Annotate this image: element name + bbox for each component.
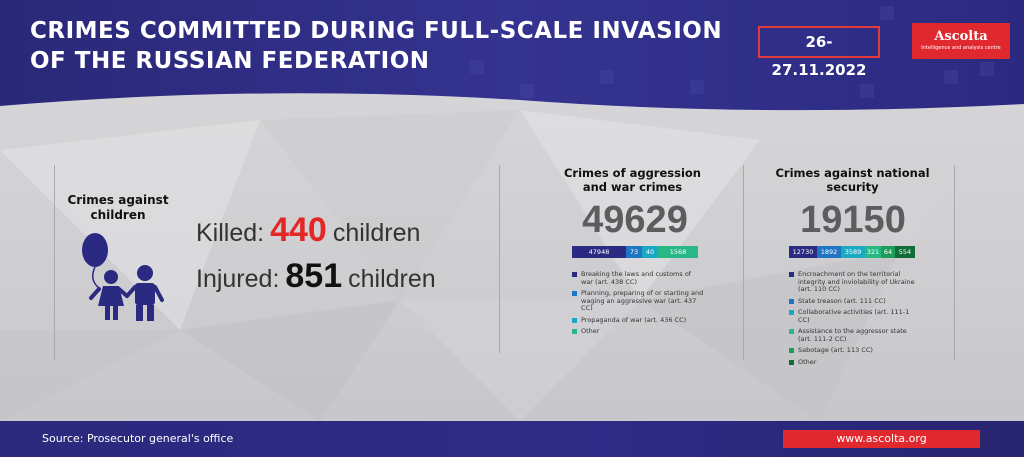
legend-item: Assistance to the aggressor state (art. … [789,327,917,343]
security-segment: 554 [895,246,915,258]
legend-swatch [789,329,794,334]
killed-unit: children [332,219,421,247]
legend-item: Breaking the laws and customs of war (ar… [572,270,704,286]
divider-middle [499,165,500,353]
divider-left [54,165,55,360]
website-link[interactable]: www.ascolta.org [783,430,980,448]
security-total: 19150 [800,199,906,241]
legend-swatch [572,329,577,334]
legend-label: Breaking the laws and customs of war (ar… [581,270,692,286]
aggression-total: 49629 [582,199,688,241]
legend-label: Collaborative activities (art. 111-1 CC) [798,308,910,324]
security-legend: Encroachment on the territorial integrit… [789,270,917,370]
injured-stat: Injured: 851 children [196,258,436,297]
legend-swatch [789,310,794,315]
legend-item: Other [789,357,917,367]
legend-swatch [789,298,794,304]
injured-label: Injured: [196,265,280,293]
legend-swatch [789,272,794,277]
legend-swatch [572,272,577,277]
killed-label: Killed: [196,219,265,247]
security-segment: 3589 [841,246,865,258]
legend-item: Sabotage (art. 113 CC) [789,346,917,355]
aggression-segment: 47948 [572,246,626,258]
security-heading: Crimes against national security [775,166,930,194]
legend-item: Collaborative activities (art. 111-1 CC) [789,308,917,324]
security-segment: 64 [881,246,895,258]
legend-label: Assistance to the aggressor state (art. … [798,327,907,343]
aggression-legend: Breaking the laws and customs of war (ar… [572,270,704,340]
legend-swatch [789,348,794,353]
legend-label: Planning, preparing of or starting and w… [581,289,704,312]
killed-stat: Killed: 440 children [196,212,420,251]
injured-value: 851 [285,257,343,295]
legend-swatch [789,359,794,365]
legend-item: Encroachment on the territorial integrit… [789,270,917,294]
security-segment: 12730 [789,246,817,258]
logo-tagline: Intelligence and analysis centre [921,45,1001,51]
children-balloon-icon [82,233,164,321]
logo-name: Ascolta [934,29,988,44]
legend-swatch [572,291,577,296]
legend-item: Other [572,327,704,336]
aggression-bar: 47948 73 40 1568 [572,246,698,258]
date-badge: 26-27.11.2022 [758,26,880,79]
legend-item: Propaganda of war (art. 436 CC) [572,315,704,325]
aggression-segment: 1568 [658,246,698,258]
divider-right [743,165,744,360]
aggression-segment: 73 [626,246,642,258]
killed-value: 440 [270,211,327,249]
security-bar: 12730 1892 3589 321 64 554 [789,246,915,258]
legend-label: Other [798,357,817,366]
children-heading: Crimes against children [67,193,169,222]
ascolta-logo: Ascolta Intelligence and analysis centre [912,23,1010,59]
legend-item: State treason (art. 111 CC) [789,296,917,306]
legend-label: Encroachment on the territorial integrit… [798,270,915,293]
legend-label: Propaganda of war (art. 436 CC) [581,315,687,324]
footer-bar: Source: Prosecutor general's office www.… [0,421,1024,457]
legend-label: Sabotage (art. 113 CC) [798,346,873,354]
security-segment: 1892 [817,246,841,258]
aggression-segment: 40 [642,246,658,258]
injured-unit: children [348,265,436,293]
divider-edge [954,165,955,360]
legend-label: Other [581,327,600,335]
legend-label: State treason (art. 111 CC) [798,296,886,305]
page-title: CRIMES COMMITTED DURING FULL-SCALE INVAS… [30,18,723,74]
legend-item: Planning, preparing of or starting and w… [572,289,704,313]
aggression-heading: Crimes of aggression and war crimes [563,166,701,194]
header-banner: CRIMES COMMITTED DURING FULL-SCALE INVAS… [0,0,1024,120]
security-segment: 321 [865,246,881,258]
legend-swatch [572,317,577,323]
source-text: Source: Prosecutor general's office [42,432,234,445]
